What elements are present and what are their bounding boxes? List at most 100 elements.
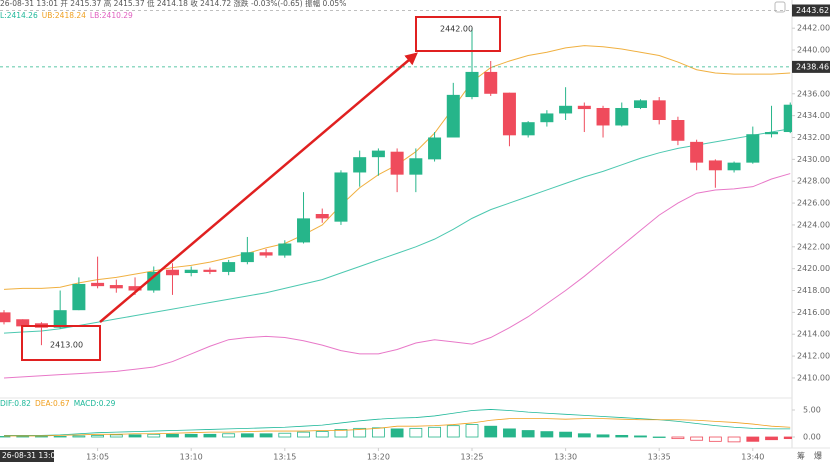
candle-body bbox=[409, 158, 423, 175]
macd-bar bbox=[72, 435, 86, 438]
macd-bar bbox=[353, 427, 367, 438]
y-tick-label: 2424.00 bbox=[797, 220, 830, 229]
x-tick-label: 13:35 bbox=[648, 453, 671, 462]
trend-arrow bbox=[99, 52, 418, 323]
macd-bar bbox=[727, 436, 741, 443]
candle-body bbox=[765, 132, 779, 135]
macd-bar bbox=[390, 428, 404, 438]
candle-body bbox=[428, 137, 442, 160]
candle-body bbox=[371, 150, 385, 158]
macd-bar bbox=[409, 427, 423, 438]
header-text: 26-08-31 13:01 开 2415.37 高 2415.37 低 241… bbox=[0, 0, 346, 8]
legend-label: DEA:0.67 bbox=[35, 399, 70, 408]
legend-label: L:2414.26 bbox=[0, 11, 38, 20]
macd-bar bbox=[240, 433, 254, 438]
macd-bar bbox=[540, 431, 554, 438]
candle-body bbox=[297, 218, 311, 243]
legend-label: DIF:0.82 bbox=[0, 399, 31, 408]
settings-icon[interactable] bbox=[774, 1, 786, 13]
x-tick-label: 13:20 bbox=[367, 453, 390, 462]
macd-bar bbox=[783, 436, 792, 440]
price-tag: 2438.46 bbox=[796, 62, 829, 71]
y-tick-label: 2412.00 bbox=[797, 352, 830, 361]
candle-body bbox=[147, 271, 161, 291]
candle-body bbox=[652, 100, 666, 121]
x-tick-label: 13:30 bbox=[554, 453, 577, 462]
candle-body bbox=[633, 100, 647, 108]
macd-bar bbox=[521, 430, 535, 438]
macd-bar bbox=[0, 436, 11, 438]
corner-label[interactable]: 筹 bbox=[797, 451, 805, 461]
candle-body bbox=[502, 92, 516, 136]
candle-body bbox=[540, 113, 554, 123]
candle-body bbox=[727, 162, 741, 171]
macd-bar bbox=[690, 436, 704, 441]
candle-body bbox=[746, 134, 760, 163]
macd-bar bbox=[503, 428, 516, 438]
candle-body bbox=[259, 252, 273, 256]
candle-body bbox=[708, 160, 722, 171]
candle-body bbox=[615, 107, 629, 126]
price-axis-bg bbox=[792, 0, 830, 470]
macd-bar bbox=[147, 433, 161, 438]
highlight-box bbox=[21, 325, 101, 361]
price-tag-bg bbox=[792, 4, 830, 17]
macd-bar bbox=[559, 431, 572, 438]
macd-bar bbox=[371, 427, 385, 438]
candle-body bbox=[671, 120, 685, 141]
annotation: 2442.00 bbox=[440, 25, 473, 34]
y-tick-label: 2434.00 bbox=[797, 111, 830, 120]
y-tick-label: 2410.00 bbox=[797, 373, 830, 382]
candle-body bbox=[390, 151, 404, 175]
candle-body bbox=[446, 94, 460, 138]
macd-bar bbox=[465, 424, 479, 438]
macd-bar bbox=[184, 433, 198, 438]
macd-bar bbox=[484, 425, 498, 438]
macd-bar bbox=[315, 431, 329, 438]
candle-body bbox=[203, 269, 217, 272]
candle-body bbox=[353, 157, 367, 173]
y-tick-label: 2416.00 bbox=[797, 308, 830, 317]
macd-bar bbox=[35, 436, 48, 438]
macd-bar bbox=[596, 434, 610, 438]
y-tick-label: 2414.00 bbox=[797, 330, 830, 339]
macd-bar bbox=[577, 433, 591, 438]
price-tag-bg bbox=[792, 60, 830, 73]
macd-bar bbox=[634, 435, 647, 438]
macd-bar bbox=[765, 436, 778, 441]
y-tick-label: 2428.00 bbox=[797, 177, 830, 186]
candle-body bbox=[91, 282, 105, 287]
crosshair-label-bg bbox=[0, 450, 54, 462]
candle-body bbox=[315, 214, 329, 219]
macd-bar bbox=[297, 431, 310, 438]
candle-body bbox=[16, 319, 30, 327]
y-tick-label: 2418.00 bbox=[797, 286, 830, 295]
candle-body bbox=[0, 312, 11, 323]
macd-bar bbox=[109, 434, 123, 438]
candle-body bbox=[465, 71, 479, 98]
macd-bar bbox=[708, 436, 722, 442]
legend-label: LB:2410.29 bbox=[90, 11, 133, 20]
macd-bar bbox=[53, 436, 67, 438]
corner-label[interactable]: 爆 bbox=[814, 451, 822, 461]
macd-bar bbox=[446, 425, 460, 438]
candle-body bbox=[240, 252, 254, 263]
macd-bar bbox=[16, 436, 30, 438]
candle-body bbox=[577, 105, 591, 110]
candle-body bbox=[521, 122, 535, 136]
candle-body bbox=[596, 107, 610, 126]
macd-bar bbox=[671, 436, 685, 440]
x-tick-label: 13:10 bbox=[180, 453, 203, 462]
candle-body bbox=[278, 243, 292, 256]
legend-label: UB:2418.24 bbox=[42, 11, 86, 20]
candle-body bbox=[53, 310, 67, 328]
candle-body bbox=[334, 172, 348, 222]
macd-bar bbox=[259, 433, 273, 438]
boll-line bbox=[3, 173, 791, 379]
x-tick-label: 13:05 bbox=[86, 453, 109, 462]
boll-line bbox=[3, 128, 791, 334]
y-tick-label: 2426.00 bbox=[797, 199, 830, 208]
x-tick-label: 13:15 bbox=[273, 453, 296, 462]
macd-bar bbox=[128, 434, 142, 438]
macd-bar bbox=[746, 436, 760, 442]
